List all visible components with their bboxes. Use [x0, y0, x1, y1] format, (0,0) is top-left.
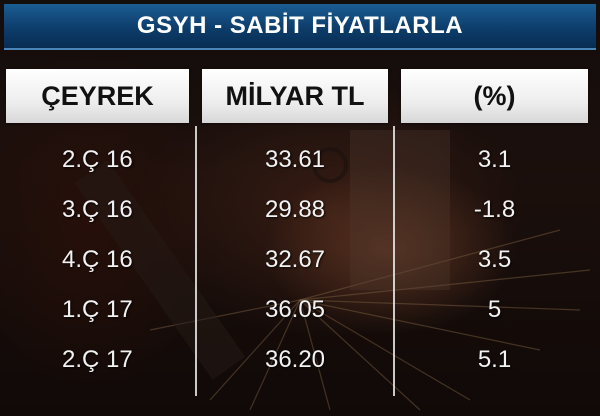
percent-cell: -1.8: [473, 196, 516, 223]
table-row: 2.Ç 17 36.20 5.1: [0, 340, 600, 380]
column-header-value: MİLYAR TL: [202, 69, 388, 123]
quarter-cell: 2.Ç 16: [62, 146, 133, 173]
value-cell: 29.88: [264, 196, 326, 223]
table-row: 3.Ç 16 29.88 -1.8: [0, 190, 600, 230]
value-cell: 32.67: [264, 246, 326, 273]
value-cell: 33.61: [264, 146, 326, 173]
percent-cell: 5.1: [477, 346, 512, 373]
quarter-cell: 3.Ç 16: [62, 196, 133, 223]
title-bar: GSYH - SABİT FİYATLARLA: [4, 4, 596, 50]
quarter-cell: 1.Ç 17: [62, 296, 133, 323]
percent-cell: 3.1: [477, 146, 512, 173]
percent-cell: 3.5: [477, 246, 512, 273]
column-header-percent: (%): [401, 69, 588, 123]
quarter-cell: 4.Ç 16: [62, 246, 133, 273]
column-divider: [393, 126, 395, 396]
quarter-cell: 2.Ç 17: [62, 346, 133, 373]
percent-cell: 5: [487, 296, 502, 323]
value-cell: 36.20: [264, 346, 326, 373]
table-row: 2.Ç 16 33.61 3.1: [0, 140, 600, 180]
value-cell: 36.05: [264, 296, 326, 323]
column-header-quarter: ÇEYREK: [6, 69, 189, 123]
page-title: GSYH - SABİT FİYATLARLA: [136, 12, 464, 39]
table-row: 1.Ç 17 36.05 5: [0, 290, 600, 330]
column-divider: [195, 126, 197, 396]
table-row: 4.Ç 16 32.67 3.5: [0, 240, 600, 280]
